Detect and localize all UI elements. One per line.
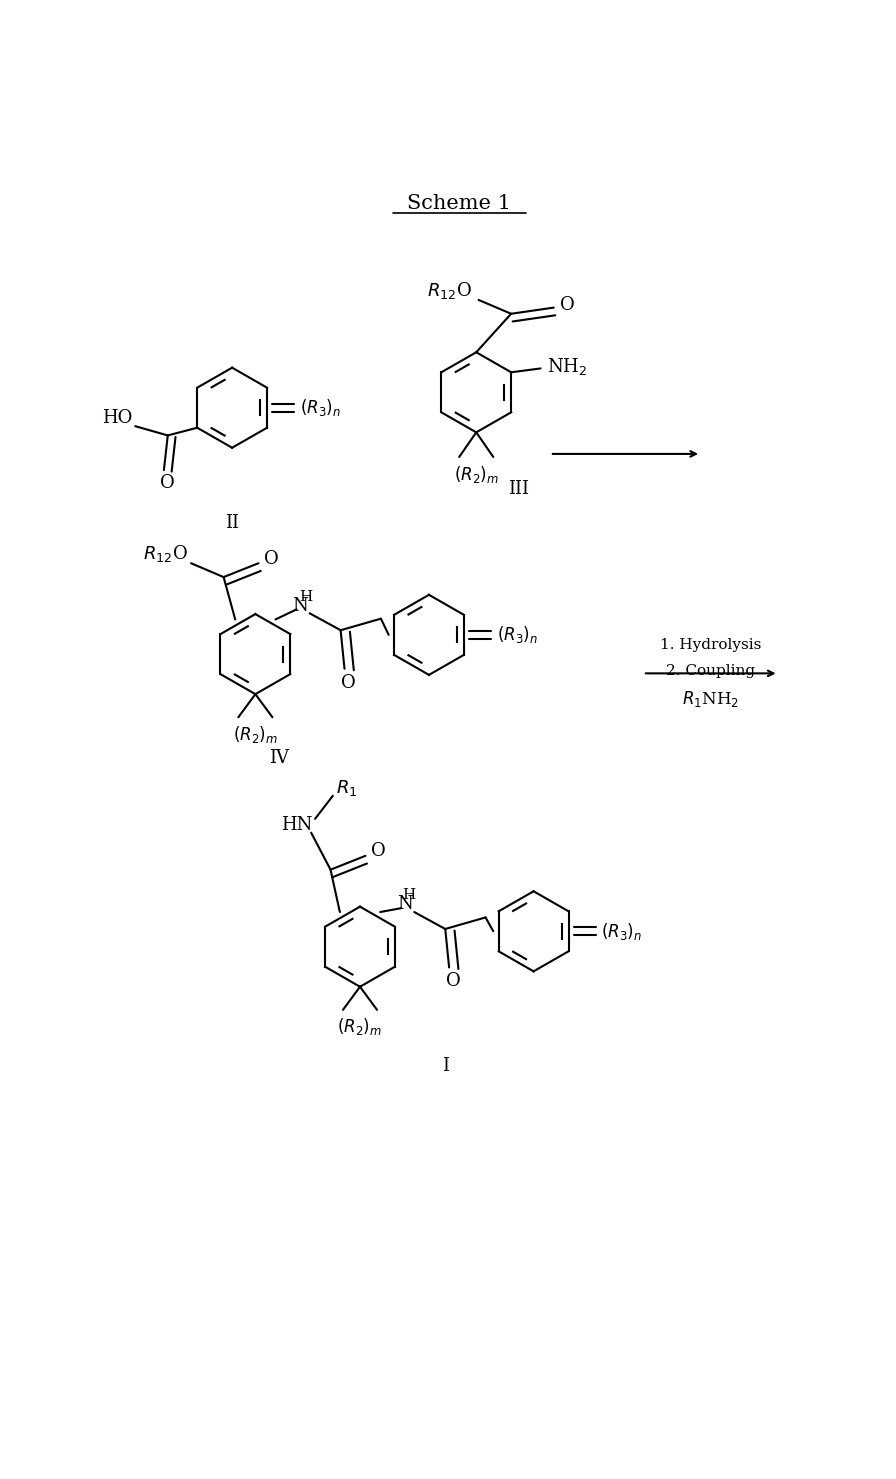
Text: II: II (225, 515, 239, 532)
Text: $(R_3)_n$: $(R_3)_n$ (601, 921, 642, 942)
Text: $(R_2)_m$: $(R_2)_m$ (453, 464, 499, 485)
Text: $(R_2)_m$: $(R_2)_m$ (338, 1016, 383, 1037)
Text: $(R_3)_n$: $(R_3)_n$ (496, 624, 538, 645)
Text: 2. Coupling: 2. Coupling (666, 664, 754, 677)
Text: I: I (442, 1057, 449, 1075)
Text: HO: HO (102, 410, 133, 427)
Text: IV: IV (269, 748, 289, 768)
Text: O: O (160, 475, 175, 493)
Text: $R_1$NH$_2$: $R_1$NH$_2$ (682, 689, 739, 708)
Text: $(R_2)_m$: $(R_2)_m$ (233, 723, 278, 745)
Text: O: O (341, 673, 356, 692)
Text: H: H (299, 590, 313, 603)
Text: N: N (292, 596, 308, 615)
Text: O: O (560, 296, 575, 314)
Text: H: H (402, 887, 416, 902)
Text: N: N (397, 895, 413, 914)
Text: $(R_3)_n$: $(R_3)_n$ (300, 398, 341, 419)
Text: O: O (445, 972, 461, 991)
Text: $R_1$: $R_1$ (336, 778, 358, 799)
Text: III: III (508, 479, 530, 497)
Text: O: O (264, 550, 279, 568)
Text: O: O (371, 842, 386, 861)
Text: $R_{12}$O: $R_{12}$O (426, 280, 471, 302)
Text: 1. Hydrolysis: 1. Hydrolysis (659, 637, 761, 652)
Text: $R_{12}$O: $R_{12}$O (143, 543, 188, 565)
Text: Scheme 1: Scheme 1 (407, 194, 512, 213)
Text: HN: HN (281, 816, 313, 834)
Text: NH$_2$: NH$_2$ (547, 355, 587, 377)
